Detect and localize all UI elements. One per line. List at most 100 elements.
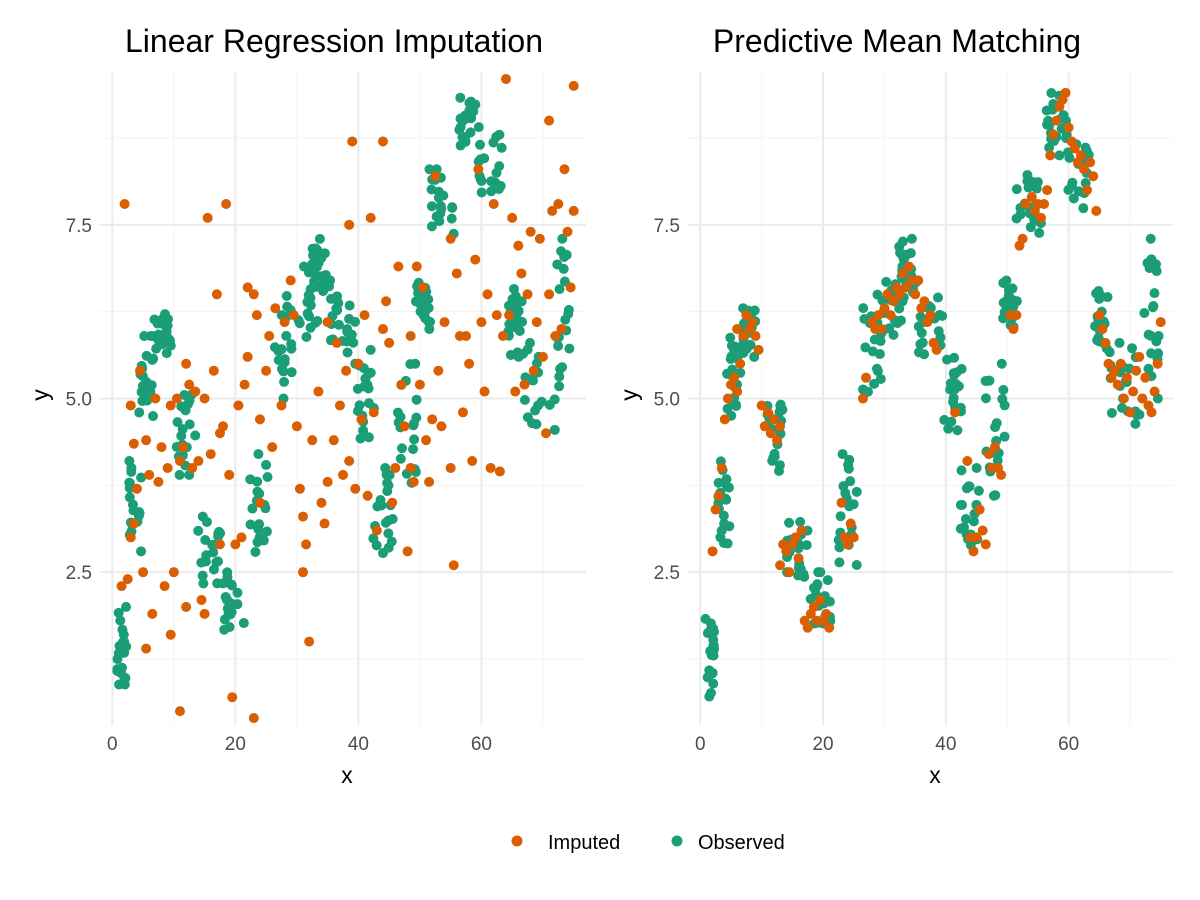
data-point-imputed: [298, 567, 309, 578]
data-point-observed: [1127, 343, 1138, 354]
data-point-observed: [348, 337, 359, 348]
imputed-points: [116, 73, 579, 724]
data-point-imputed: [384, 337, 395, 348]
data-point-imputed: [421, 435, 432, 446]
data-point-imputed: [427, 414, 438, 425]
data-point-observed: [708, 626, 719, 637]
data-point-imputed: [808, 601, 819, 612]
data-point-observed: [153, 329, 164, 340]
data-point-observed: [536, 396, 547, 407]
panel-title: Predictive Mean Matching: [713, 23, 1081, 59]
data-point-observed: [382, 478, 393, 489]
x-axis-title: x: [341, 762, 353, 788]
data-point-imputed: [753, 344, 764, 355]
data-point-observed: [226, 580, 237, 591]
data-point-observed: [447, 202, 458, 213]
data-point-observed: [282, 301, 293, 312]
data-point-imputed: [445, 462, 456, 473]
data-point-imputed: [971, 532, 982, 543]
x-tick-label: 40: [935, 734, 956, 755]
data-point-observed: [805, 594, 816, 605]
data-point-imputed: [165, 400, 176, 411]
data-point-observed: [968, 516, 979, 527]
x-tick-label: 60: [471, 734, 492, 755]
data-point-imputed: [1094, 310, 1105, 321]
data-point-imputed: [716, 462, 727, 473]
data-point-imputed: [980, 539, 991, 550]
x-tick-label: 0: [107, 734, 118, 755]
data-point-imputed: [1118, 393, 1129, 404]
data-point-imputed: [507, 212, 518, 223]
data-point-imputed: [873, 310, 884, 321]
data-point-imputed: [211, 289, 222, 300]
data-point-imputed: [977, 525, 988, 536]
data-point-imputed: [433, 365, 444, 376]
data-point-imputed: [298, 511, 309, 522]
data-point-imputed: [962, 456, 973, 467]
data-point-observed: [247, 503, 258, 514]
data-point-observed: [863, 386, 874, 397]
data-point-observed: [1143, 363, 1154, 374]
data-point-imputed: [900, 282, 911, 293]
data-point-observed: [881, 276, 892, 287]
data-point-imputed: [504, 310, 515, 321]
data-point-observed: [423, 294, 434, 305]
data-point-observed: [304, 311, 315, 322]
data-point-imputed: [122, 574, 133, 585]
data-point-imputed: [522, 289, 533, 300]
y-axis-ticks: 2.5 5.0 7.5: [66, 216, 92, 584]
data-point-observed: [112, 654, 123, 665]
data-point-observed: [948, 397, 959, 408]
data-point-imputed: [1063, 122, 1074, 133]
data-point-observed: [344, 300, 355, 311]
data-point-imputed: [248, 713, 259, 724]
data-point-observed: [490, 177, 501, 188]
data-point-observed: [198, 578, 209, 589]
data-point-imputed: [131, 483, 142, 494]
data-point-observed: [197, 570, 208, 581]
data-point-imputed: [125, 532, 136, 543]
data-point-observed: [933, 326, 944, 337]
data-point-observed: [126, 466, 137, 477]
data-point-imputed: [242, 351, 253, 362]
data-point-observed: [1145, 233, 1156, 244]
data-point-observed: [705, 687, 716, 698]
data-point-observed: [281, 291, 292, 302]
data-point-imputed: [344, 456, 355, 467]
data-point-imputed: [1149, 386, 1160, 397]
data-point-imputed: [190, 386, 201, 397]
data-point-imputed: [193, 456, 204, 467]
data-point-observed: [474, 139, 485, 150]
data-point-observed: [1146, 348, 1157, 359]
legend: Imputed Observed: [511, 832, 785, 854]
data-point-observed: [114, 679, 125, 690]
data-point-imputed: [1146, 407, 1157, 418]
data-point-observed: [117, 662, 128, 673]
data-point-imputed: [781, 546, 792, 557]
data-point-imputed: [276, 400, 287, 411]
data-point-observed: [232, 587, 243, 598]
data-point-imputed: [168, 567, 179, 578]
x-axis-ticks: 0 20 40 60: [107, 734, 492, 755]
data-point-imputed: [328, 435, 339, 446]
data-point-observed: [557, 233, 568, 244]
data-point-observed: [380, 517, 391, 528]
data-point-observed: [316, 271, 327, 282]
data-point-imputed: [1125, 407, 1136, 418]
data-point-observed: [238, 618, 249, 629]
data-point-imputed: [950, 407, 961, 418]
data-point-observed: [980, 393, 991, 404]
data-point-imputed: [762, 407, 773, 418]
data-point-imputed: [1137, 393, 1148, 404]
legend-imputed-label: Imputed: [548, 832, 620, 854]
data-point-observed: [149, 314, 160, 325]
data-point-observed: [845, 476, 856, 487]
data-point-observed: [867, 346, 878, 357]
data-point-imputed: [747, 317, 758, 328]
legend-observed-swatch: [671, 835, 683, 847]
data-point-observed: [519, 394, 530, 405]
data-point-imputed: [710, 504, 721, 515]
x-axis-title: x: [929, 762, 941, 788]
data-point-observed: [303, 290, 314, 301]
data-point-observed: [722, 538, 733, 549]
